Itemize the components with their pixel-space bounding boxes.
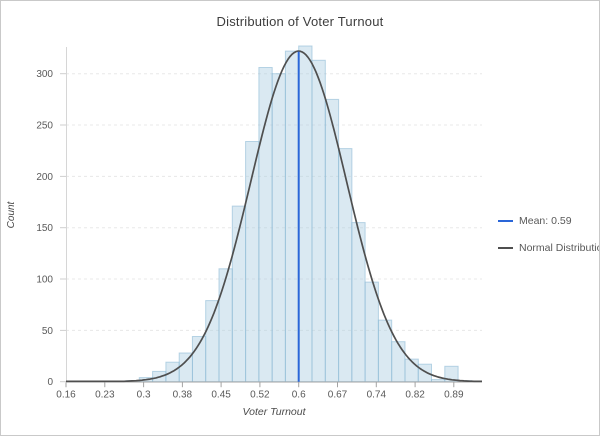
histogram-bar [258, 67, 273, 383]
x-tick-label: 0.23 [95, 390, 115, 401]
legend-item-normal-distribution[interactable]: Normal Distribution [498, 242, 600, 254]
histogram-bar [284, 50, 300, 383]
y-axis-title: Count [6, 200, 17, 228]
x-tick-label: 0.89 [444, 390, 464, 401]
histogram-bar [431, 379, 446, 383]
histogram-bar [205, 300, 220, 383]
legend: Mean: 0.59 Normal Distribution [498, 215, 600, 269]
x-tick-label: 0.16 [56, 390, 76, 401]
histogram-bar [298, 45, 313, 383]
y-tick-label: 300 [36, 69, 53, 80]
y-tick-label: 50 [42, 326, 54, 337]
histogram-bar [338, 148, 353, 383]
y-tick-label: 100 [36, 275, 53, 286]
legend-label-normal-distribution: Normal Distribution [519, 242, 600, 254]
x-tick-label: 0.3 [137, 390, 151, 401]
y-tick-label: 250 [36, 121, 53, 132]
histogram-bar [218, 268, 233, 383]
x-axis-title: Voter Turnout [242, 406, 306, 418]
x-tick-label: 0.38 [173, 390, 193, 401]
normal-distribution-curve [66, 50, 482, 383]
histogram-bar [311, 59, 326, 383]
x-tick-label: 0.6 [292, 390, 306, 401]
normal-distribution-swatch-icon [498, 247, 513, 249]
x-tick-label: 0.82 [405, 390, 425, 401]
chart-title: Distribution of Voter Turnout [216, 14, 384, 29]
x-tick-label: 0.67 [328, 390, 348, 401]
histogram-bar [271, 73, 286, 383]
x-tick-label: 0.52 [250, 390, 270, 401]
histogram-bar [364, 281, 379, 383]
legend-label-mean: Mean: 0.59 [519, 215, 572, 227]
x-tick-label: 0.45 [211, 390, 231, 401]
y-tick-label: 200 [36, 172, 53, 183]
y-tick-label: 150 [36, 223, 53, 234]
legend-item-mean[interactable]: Mean: 0.59 [498, 215, 599, 227]
mean-line-swatch-icon [498, 220, 513, 222]
histogram-bar [391, 341, 406, 383]
x-tick-label: 0.74 [367, 390, 387, 401]
y-tick-label: 0 [47, 377, 53, 388]
